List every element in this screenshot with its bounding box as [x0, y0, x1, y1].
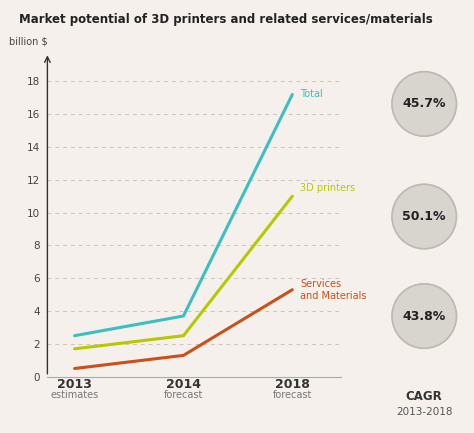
- Text: 2013: 2013: [57, 378, 92, 391]
- Text: 2014: 2014: [166, 378, 201, 391]
- Text: forecast: forecast: [164, 390, 203, 400]
- Text: estimates: estimates: [51, 390, 99, 400]
- Text: CAGR: CAGR: [406, 390, 443, 403]
- Text: 43.8%: 43.8%: [402, 310, 446, 323]
- Text: 45.7%: 45.7%: [402, 97, 446, 110]
- Text: 2013-2018: 2013-2018: [396, 407, 453, 417]
- Text: Total: Total: [300, 90, 323, 100]
- Text: Market potential of 3D printers and related services/materials: Market potential of 3D printers and rela…: [19, 13, 433, 26]
- Text: 50.1%: 50.1%: [402, 210, 446, 223]
- Text: forecast: forecast: [273, 390, 312, 400]
- Text: 2018: 2018: [275, 378, 310, 391]
- Text: Services
and Materials: Services and Materials: [300, 279, 366, 301]
- Text: billion $: billion $: [9, 36, 48, 46]
- Text: 3D printers: 3D printers: [300, 183, 355, 193]
